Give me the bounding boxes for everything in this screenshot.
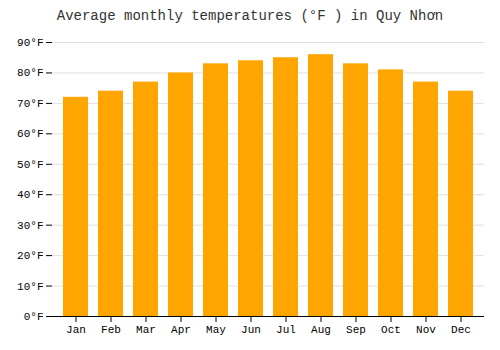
svg-text:Nov: Nov (416, 324, 436, 336)
svg-text:80°F: 80°F (17, 67, 43, 79)
svg-text:May: May (206, 324, 226, 336)
html-text:Average monthly temperatures (: Average monthly temperatures (°F ) in Qu… (56, 8, 444, 24)
svg-text:Jan: Jan (66, 324, 86, 336)
svg-text:Sep: Sep (346, 324, 366, 336)
svg-text:90°F: 90°F (17, 37, 43, 49)
svg-text:Mar: Mar (136, 324, 156, 336)
svg-text:60°F: 60°F (17, 128, 43, 140)
svg-text:Oct: Oct (381, 324, 401, 336)
svg-text:Dec: Dec (451, 324, 471, 336)
svg-text:Feb: Feb (101, 324, 121, 336)
svg-text:40°F: 40°F (17, 189, 43, 201)
svg-text:20°F: 20°F (17, 250, 43, 262)
svg-text:Aug: Aug (311, 324, 331, 336)
svg-text:30°F: 30°F (17, 220, 43, 232)
svg-text:Apr: Apr (171, 324, 191, 336)
svg-text:0°F: 0°F (24, 311, 44, 323)
svg-text:70°F: 70°F (17, 98, 43, 110)
svg-text:10°F: 10°F (17, 281, 43, 293)
svg-text:Jun: Jun (241, 324, 261, 336)
svg-text:50°F: 50°F (17, 159, 43, 171)
svg-text:Jul: Jul (276, 324, 296, 336)
